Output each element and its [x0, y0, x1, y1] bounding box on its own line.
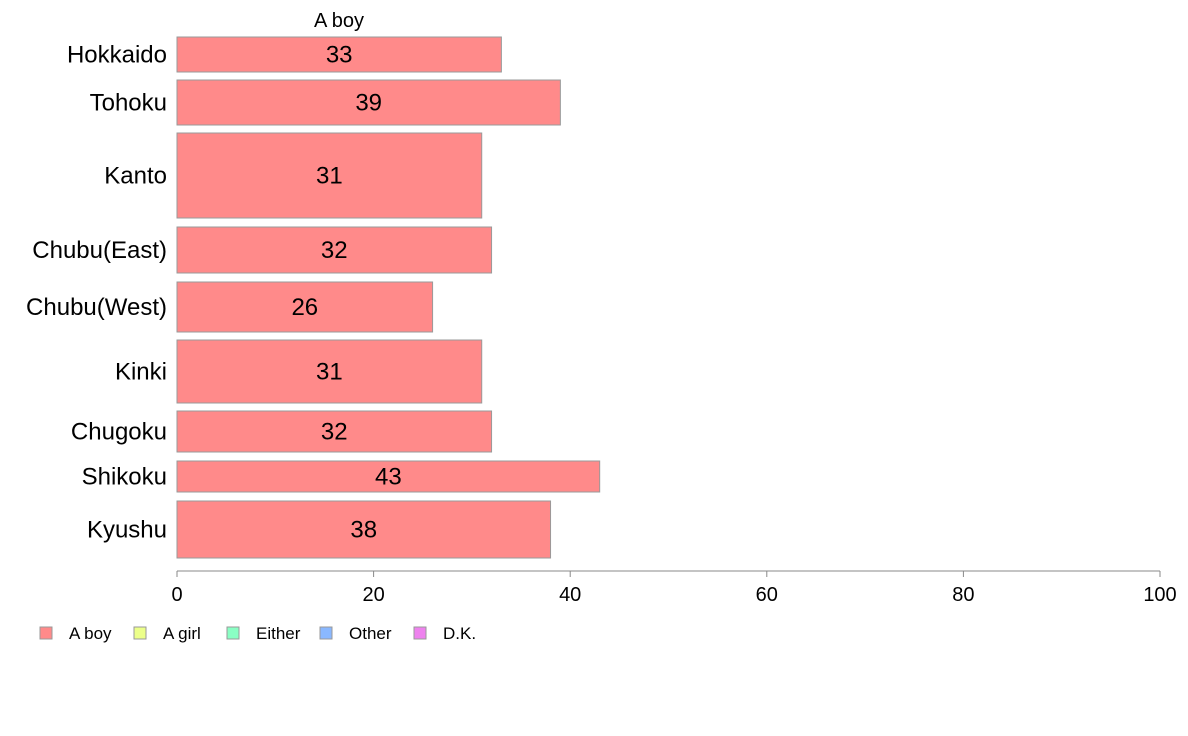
category-label: Chubu(East): [32, 237, 167, 264]
category-label: Kanto: [104, 163, 167, 190]
legend: A boy A girl Either Other D.K.: [39, 624, 476, 643]
bar: [176, 500, 552, 559]
legend-swatch: [413, 626, 427, 640]
category-label: Kyushu: [87, 517, 167, 544]
value-label: 31: [316, 359, 343, 386]
legend-swatch: [319, 626, 333, 640]
x-tick-label: 80: [952, 584, 974, 606]
category-label: Hokkaido: [67, 42, 167, 69]
value-label: 43: [375, 464, 402, 491]
chart-title: A boy: [314, 10, 364, 32]
legend-label: A girl: [163, 624, 201, 643]
bar: [176, 79, 561, 126]
legend-swatch: [133, 626, 147, 640]
category-labels: Hokkaido Tohoku Kanto Chubu(East) Chubu(West…: [26, 42, 167, 544]
bar: [176, 132, 483, 219]
bar: [176, 36, 502, 73]
category-label: Chugoku: [71, 419, 167, 446]
legend-label: D.K.: [443, 624, 476, 643]
legend-swatch: [39, 626, 53, 640]
x-tick-label: 60: [756, 584, 778, 606]
bar: [176, 460, 601, 493]
x-tick-label: 100: [1143, 584, 1176, 606]
x-tick-label: 0: [171, 584, 182, 606]
bar: [176, 339, 483, 404]
category-label: Chubu(West): [26, 294, 167, 321]
value-label: 31: [316, 163, 343, 190]
value-label: 38: [350, 517, 377, 544]
value-label: 32: [321, 237, 348, 264]
bar: [176, 226, 493, 274]
bar: [176, 281, 434, 333]
category-label: Shikoku: [82, 464, 167, 491]
value-label: 33: [326, 42, 353, 69]
x-tick-label: 40: [559, 584, 581, 606]
value-label: 39: [355, 90, 382, 117]
bars: [176, 36, 601, 559]
value-label: 32: [321, 419, 348, 446]
value-label: 26: [291, 294, 318, 321]
legend-swatch: [226, 626, 240, 640]
x-axis: 0 20 40 60 80 100: [171, 570, 1177, 606]
category-label: Kinki: [115, 359, 167, 386]
legend-label: Other: [349, 624, 392, 643]
legend-label: A boy: [69, 624, 112, 643]
legend-label: Either: [256, 624, 301, 643]
category-label: Tohoku: [90, 90, 167, 117]
x-tick-label: 20: [362, 584, 384, 606]
bar: [176, 410, 493, 453]
